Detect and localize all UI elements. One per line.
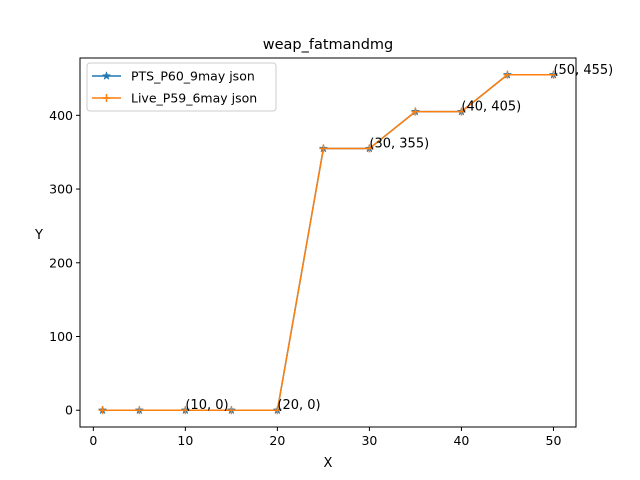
y-tick-label: 100 [49, 329, 73, 344]
y-tick-label: 0 [65, 403, 73, 418]
legend-entry-2: Live_P59_6may json [92, 91, 257, 106]
x-tick-label: 20 [269, 433, 285, 448]
chart-title: weap_fatmandmg [263, 37, 394, 53]
legend-box [86, 62, 277, 112]
data-point-marker [457, 107, 466, 116]
legend: PTS_P60_9may json Live_P59_6may json [86, 62, 277, 112]
x-axis-label: X [324, 456, 333, 471]
y-tick-label: 200 [49, 255, 73, 270]
legend-entries: PTS_P60_9may json Live_P59_6may json [92, 69, 257, 106]
data-label: (30, 355) [369, 136, 429, 151]
legend-label: PTS_P60_9may json [131, 69, 255, 84]
x-tick-label: 10 [177, 433, 193, 448]
legend-marker [102, 94, 111, 102]
data-point-marker [273, 406, 282, 415]
data-point-marker [135, 406, 144, 415]
series-layer [97, 69, 559, 415]
x-axis: 0 10 20 30 40 50 [89, 427, 561, 448]
data-point-marker [411, 107, 420, 116]
x-tick-label: 40 [453, 433, 469, 448]
data-point-marker [503, 70, 512, 79]
data-point-marker [549, 70, 558, 79]
series-2 [98, 70, 558, 415]
y-tick-label: 300 [49, 182, 73, 197]
y-axis: 0 100 200 300 400 [49, 108, 80, 418]
y-tick-label: 400 [49, 108, 73, 123]
plot-area: (10, 0) (20, 0) (30, 355) (40, 405) (50, 455… [79, 57, 613, 428]
data-label: (40, 405) [461, 100, 521, 115]
data-point-marker [365, 144, 374, 153]
x-tick-label: 0 [89, 433, 97, 448]
data-point-marker [227, 406, 236, 415]
plot-frame [79, 57, 577, 428]
data-label: (50, 455) [553, 63, 613, 78]
x-tick-label: 30 [361, 433, 377, 448]
annotation-layer: (10, 0) (20, 0) (30, 355) (40, 405) (50, 455… [185, 63, 613, 413]
data-point-marker [98, 406, 107, 415]
legend-entry-1: PTS_P60_9may json [92, 69, 255, 84]
legend-marker [101, 71, 112, 81]
data-label: (10, 0) [185, 398, 228, 413]
data-point-marker [181, 406, 190, 415]
legend-label: Live_P59_6may json [131, 91, 257, 106]
x-tick-label: 50 [546, 433, 562, 448]
y-axis-label: Y [34, 228, 43, 243]
data-point-marker [319, 144, 328, 153]
data-label: (20, 0) [277, 398, 320, 413]
